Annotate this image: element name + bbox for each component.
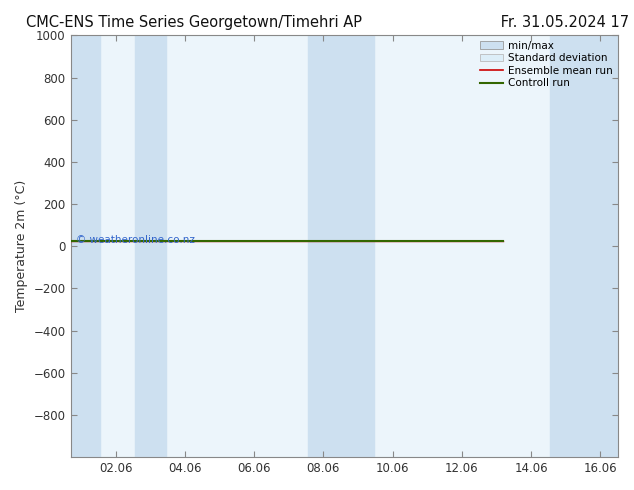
Bar xyxy=(307,35,373,457)
Bar xyxy=(70,35,100,457)
Bar xyxy=(550,35,618,457)
Legend: min/max, Standard deviation, Ensemble mean run, Controll run: min/max, Standard deviation, Ensemble me… xyxy=(477,37,616,92)
Bar xyxy=(134,35,165,457)
Text: © weatheronline.co.nz: © weatheronline.co.nz xyxy=(75,235,195,245)
Y-axis label: Temperature 2m (°C): Temperature 2m (°C) xyxy=(15,180,28,312)
Title: CMC-ENS Time Series Georgetown/Timehri AP                              Fr. 31.05: CMC-ENS Time Series Georgetown/Timehri A… xyxy=(26,15,634,30)
